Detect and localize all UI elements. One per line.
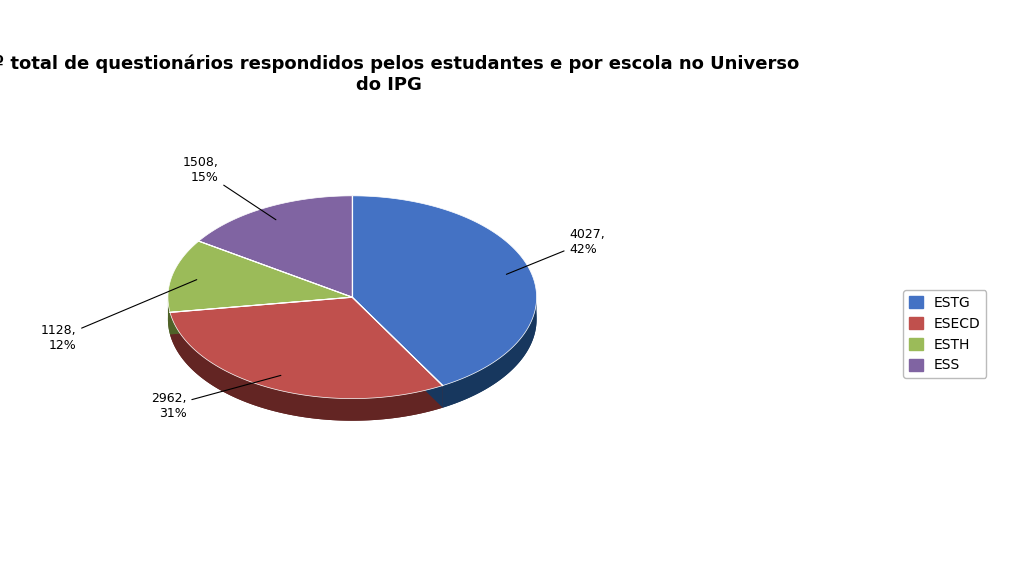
- Polygon shape: [352, 297, 442, 408]
- Polygon shape: [199, 196, 352, 297]
- Title: Nº total de questionários respondidos pelos estudantes e por escola no Universo
: Nº total de questionários respondidos pe…: [0, 55, 800, 94]
- Polygon shape: [170, 297, 352, 335]
- Polygon shape: [170, 297, 352, 335]
- Polygon shape: [352, 218, 537, 408]
- Text: 1128,
12%: 1128, 12%: [41, 279, 197, 352]
- Polygon shape: [352, 297, 442, 408]
- Polygon shape: [170, 312, 442, 420]
- Polygon shape: [352, 196, 537, 385]
- Polygon shape: [199, 218, 352, 319]
- Polygon shape: [170, 297, 442, 399]
- Polygon shape: [168, 297, 170, 335]
- Legend: ESTG, ESECD, ESTH, ESS: ESTG, ESECD, ESTH, ESS: [903, 290, 986, 378]
- Polygon shape: [442, 297, 537, 408]
- Polygon shape: [168, 263, 352, 335]
- Polygon shape: [170, 319, 442, 420]
- Text: 2962,
31%: 2962, 31%: [151, 376, 281, 420]
- Polygon shape: [168, 241, 352, 312]
- Text: 4027,
42%: 4027, 42%: [507, 228, 605, 274]
- Text: 1508,
15%: 1508, 15%: [182, 156, 275, 219]
